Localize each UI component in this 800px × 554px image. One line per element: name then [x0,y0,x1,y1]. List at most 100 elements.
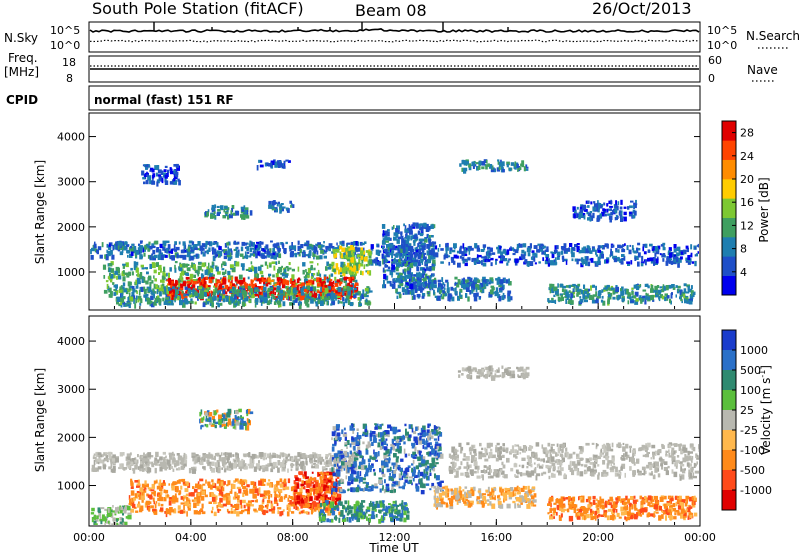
power-echo-cell [213,289,215,292]
power-echo-cell [174,299,176,303]
velocity-echo-cell [646,445,649,450]
velocity-echo-cell [211,461,215,466]
power-echo-cell [569,243,573,247]
power-echo-cell [491,252,496,255]
power-echo-cell [671,284,675,289]
power-echo-cell [263,292,268,297]
power-echo-cell [297,284,302,287]
power-echo-cell [568,298,571,303]
power-echo-cell [342,286,347,292]
power-echo-cell [153,269,157,274]
power-echo-cell [135,250,140,255]
power-echo-cell [167,244,171,250]
power-echo-cell [514,162,519,167]
power-echo-cell [599,254,601,259]
velocity-echo-cell [303,465,306,471]
velocity-echo-cell [456,467,461,471]
velocity-echo-cell [154,467,157,474]
power-echo-cell [292,204,295,208]
power-echo-cell [304,278,308,283]
velocity-echo-cell [452,469,456,473]
power-echo-cell [404,263,408,267]
power-echo-cell [194,269,199,274]
power-echo-cell [162,240,167,246]
velocity-echo-cell [238,461,243,467]
power-echo-cell [496,246,499,250]
power-echo-cell [342,268,346,274]
power-echo-cell [459,288,463,293]
velocity-echo-cell [321,466,326,470]
power-echo-cell [187,284,190,289]
power-echo-cell [401,243,404,249]
power-echo-cell [149,255,152,260]
power-echo-cell [306,243,309,247]
power-echo-cell [241,296,244,300]
power-echo-cell [534,262,537,265]
velocity-echo-cell [542,471,547,475]
power-echo-cell [578,211,582,216]
power-echo-cell [163,266,166,272]
power-echo-cell [612,209,616,212]
power-echo-cell [574,258,578,262]
power-echo-cell [391,259,395,262]
power-echo-cell [383,279,385,285]
power-echo-cell [423,253,425,258]
power-echo-cell [428,267,431,272]
power-echo-cell [389,247,394,250]
power-echo-cell [544,251,546,256]
power-echo-cell [233,240,237,245]
power-echo-cell [696,244,699,247]
power-echo-cell [287,296,290,301]
cpid-label: CPID [6,93,38,107]
power-echo-cell [652,299,655,302]
power-echo-cell [184,301,189,305]
power-echo-cell [555,257,557,263]
power-echo-cell [382,230,385,234]
power-echo-cell [289,200,292,204]
velocity-echo-cell [163,458,167,464]
velocity-echo-cell [213,455,216,461]
power-echo-cell [172,286,175,290]
velocity-echo-cell [607,460,610,466]
power-echo-cell [157,169,162,174]
velocity-echo-cell [689,451,693,454]
power-echo-cell [300,292,305,296]
velocity-echo-cell [668,442,673,446]
velocity-echo-cell [255,463,260,469]
power-echo-cell [342,277,344,280]
velocity-echo-cell [102,459,105,464]
power-echo-cell [402,263,406,266]
power-echo-cell [660,244,663,247]
power-echo-cell [428,235,431,239]
power-echo-cell [424,281,427,287]
power-echo-cell [319,277,322,283]
power-echo-cell [673,248,677,253]
power-echo-cell [225,297,229,302]
power-echo-cell [347,254,350,257]
power-echo-cell [164,180,169,185]
power-echo-cell [222,298,226,303]
velocity-echo-cell [170,455,174,458]
power-echo-cell [670,300,672,305]
power-echo-cell [427,276,430,279]
power-echo-cell [280,272,283,275]
power-echo-cell [550,251,553,254]
velocity-echo-cell [500,470,505,475]
velocity-echo-cell [167,459,171,463]
power-echo-cell [239,279,243,285]
power-echo-cell [193,267,197,272]
power-echo-cell [400,275,403,280]
power-echo-cell [231,280,233,284]
power-echo-cell [148,175,152,181]
velocity-echo-cell [686,462,690,467]
power-echo-cell [143,288,147,295]
power-echo-cell [362,289,365,295]
power-echo-cell [310,294,315,298]
power-echo-cell [456,284,460,288]
power-echo-cell [282,245,285,249]
power-echo-cell [178,180,181,186]
power-echo-cell [350,267,355,272]
power-echo-cell [165,294,168,297]
power-echo-cell [197,268,200,275]
